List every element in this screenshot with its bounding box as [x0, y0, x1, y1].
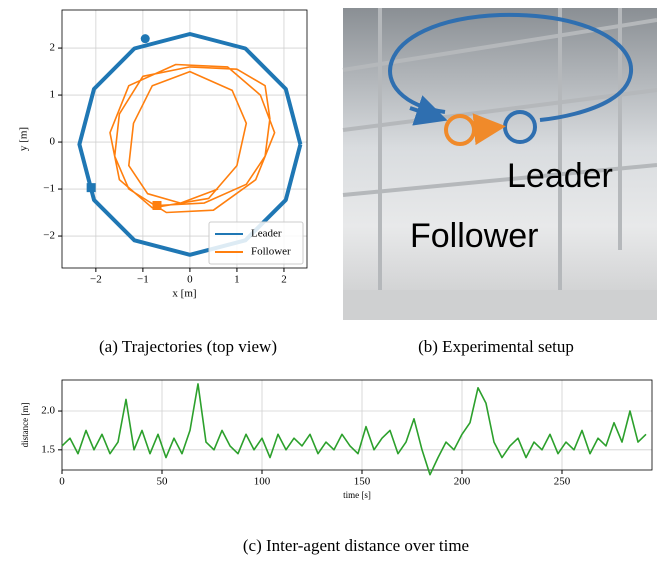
y-tick-label: 2.0	[41, 405, 55, 417]
x-tick-label: 0	[187, 274, 193, 286]
series-line	[110, 65, 275, 213]
caption: (b) Experimental setup	[418, 337, 574, 356]
y-tick-label: −1	[43, 183, 55, 195]
plot-frame	[62, 380, 652, 470]
series-line	[62, 384, 646, 475]
y-tick-label: 1	[50, 89, 56, 101]
x-tick-label: 100	[254, 476, 271, 488]
marker	[141, 34, 150, 43]
y-tick-label: −2	[43, 230, 55, 242]
y-tick-label: 0	[50, 136, 56, 148]
leader-label: Leader	[507, 157, 613, 195]
follower-label: Follower	[410, 217, 538, 255]
marker	[152, 201, 161, 210]
x-tick-label: −2	[90, 274, 102, 286]
figure: Leader Follower (b) Experimental setup −…	[0, 0, 657, 568]
photo: Leader Follower	[343, 8, 657, 320]
caption: (a) Trajectories (top view)	[99, 337, 277, 356]
caption: (c) Inter-agent distance over time	[243, 536, 469, 555]
legend-label: Leader	[251, 228, 282, 240]
x-tick-label: 50	[157, 476, 169, 488]
x-tick-label: 0	[59, 476, 65, 488]
x-tick-label: 1	[234, 274, 240, 286]
legend-label: Follower	[251, 246, 291, 258]
y-axis-label: y [m]	[18, 127, 30, 151]
x-axis-label: time [s]	[343, 490, 371, 500]
x-tick-label: 150	[354, 476, 371, 488]
y-axis-label: distance [m]	[20, 403, 30, 448]
x-tick-label: 200	[454, 476, 471, 488]
floor	[343, 290, 657, 320]
x-tick-label: −1	[137, 274, 149, 286]
x-tick-label: 2	[281, 274, 287, 286]
x-tick-label: 250	[554, 476, 571, 488]
marker	[87, 183, 96, 192]
y-tick-label: 2	[50, 42, 56, 54]
y-tick-label: 1.5	[41, 443, 55, 455]
x-axis-label: x [m]	[172, 288, 196, 300]
follower-arrow	[476, 127, 498, 129]
